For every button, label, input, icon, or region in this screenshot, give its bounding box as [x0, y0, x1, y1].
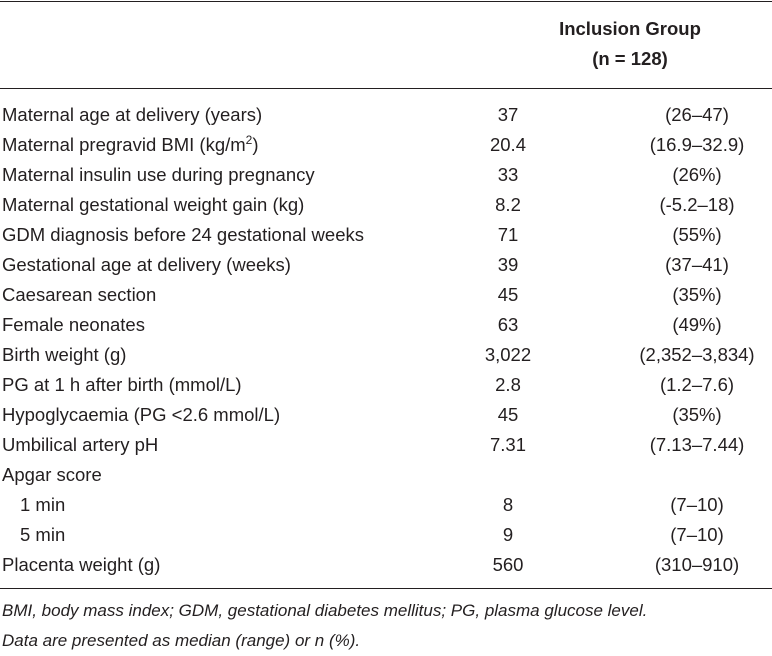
table-row: Caesarean section 45 (35%): [0, 280, 772, 310]
row-label: GDM diagnosis before 24 gestational week…: [2, 224, 364, 245]
table-row: Maternal insulin use during pregnancy 33 (…: [0, 160, 772, 190]
bottom-rule: [0, 588, 772, 589]
row-value: 20.4: [489, 134, 526, 155]
row-label: Apgar score: [2, 464, 102, 485]
row-label: Caesarean section: [2, 284, 157, 305]
table-row: Hypoglycaemia (PG <2.6 mmol/L) 45 (35%): [0, 400, 772, 430]
row-range: (37–41): [665, 254, 729, 275]
table-row: Maternal age at delivery (years) 37 (26–47…: [0, 100, 772, 130]
table-row: 5 min 9 (7–10): [0, 520, 772, 550]
row-value: 3,022: [484, 344, 532, 365]
row-range: (26–47): [665, 104, 729, 125]
row-range: (310–910): [654, 554, 740, 575]
row-range: (49%): [672, 314, 722, 335]
column-header-title: Inclusion Group: [559, 18, 701, 39]
row-label: Hypoglycaemia (PG <2.6 mmol/L): [2, 404, 281, 425]
table-body: Maternal age at delivery (years) 37 (26–47…: [0, 100, 772, 580]
table-row: GDM diagnosis before 24 gestational week…: [0, 220, 772, 250]
row-range: (7.13–7.44): [649, 434, 745, 455]
row-range: (16.9–32.9): [649, 134, 745, 155]
row-label: Female neonates: [2, 314, 145, 335]
row-value: 2.8: [495, 374, 521, 395]
row-value: 39: [497, 254, 519, 275]
footnote-abbreviations: BMI, body mass index; GDM, gestational d…: [2, 601, 648, 620]
row-label: Maternal pregravid BMI (kg/m2): [2, 133, 259, 155]
table-row: Umbilical artery pH 7.31 (7.13–7.44): [0, 430, 772, 460]
table-row: Maternal gestational weight gain (kg) 8.2…: [0, 190, 772, 220]
footnote-data-note: Data are presented as median (range) or …: [2, 631, 361, 650]
row-range: (55%): [672, 224, 722, 245]
row-label: Maternal insulin use during pregnancy: [2, 164, 315, 185]
row-range: (2,352–3,834): [639, 344, 755, 365]
table-row: Maternal pregravid BMI (kg/m2) 20.4 (16.9–…: [0, 130, 772, 160]
row-range: (7–10): [670, 494, 724, 515]
top-rule: [0, 1, 772, 2]
row-label: 5 min: [20, 524, 66, 545]
table-row: Birth weight (g) 3,022 (2,352–3,834): [0, 340, 772, 370]
table-row: PG at 1 h after birth (mmol/L) 2.8 (1.2–7.…: [0, 370, 772, 400]
table-footnote: BMI, body mass index; GDM, gestational d…: [2, 596, 772, 656]
row-value: 8: [502, 494, 514, 515]
row-label: Gestational age at delivery (weeks): [2, 254, 291, 275]
header-rule: [0, 88, 772, 89]
row-value: 71: [497, 224, 519, 245]
row-range: (35%): [672, 404, 722, 425]
row-label: Birth weight (g): [2, 344, 127, 365]
row-range: (35%): [672, 284, 722, 305]
row-label: Maternal gestational weight gain (kg): [2, 194, 305, 215]
row-value: 37: [497, 104, 519, 125]
row-label: Placenta weight (g): [2, 554, 161, 575]
row-value: 7.31: [489, 434, 526, 455]
row-value: 45: [497, 404, 519, 425]
row-value: 8.2: [495, 194, 521, 215]
table-row: Placenta weight (g) 560 (310–910): [0, 550, 772, 580]
row-range: (7–10): [670, 524, 724, 545]
table-row: 1 min 8 (7–10): [0, 490, 772, 520]
row-range: (26%): [672, 164, 722, 185]
row-range: (-5.2–18): [659, 194, 735, 215]
row-range: (1.2–7.6): [659, 374, 735, 395]
row-value: 9: [502, 524, 514, 545]
row-label: Umbilical artery pH: [2, 434, 159, 455]
row-label: Maternal age at delivery (years): [2, 104, 263, 125]
row-value: 560: [492, 554, 524, 575]
column-header-count: (n = 128): [592, 48, 668, 69]
row-value: 45: [497, 284, 519, 305]
row-value: 63: [497, 314, 519, 335]
row-value: 33: [497, 164, 519, 185]
row-label: PG at 1 h after birth (mmol/L): [2, 374, 242, 395]
table-row: Gestational age at delivery (weeks) 39 (37…: [0, 250, 772, 280]
table-row: Apgar score: [0, 460, 772, 490]
table-row: Female neonates 63 (49%): [0, 310, 772, 340]
row-label: 1 min: [20, 494, 66, 515]
